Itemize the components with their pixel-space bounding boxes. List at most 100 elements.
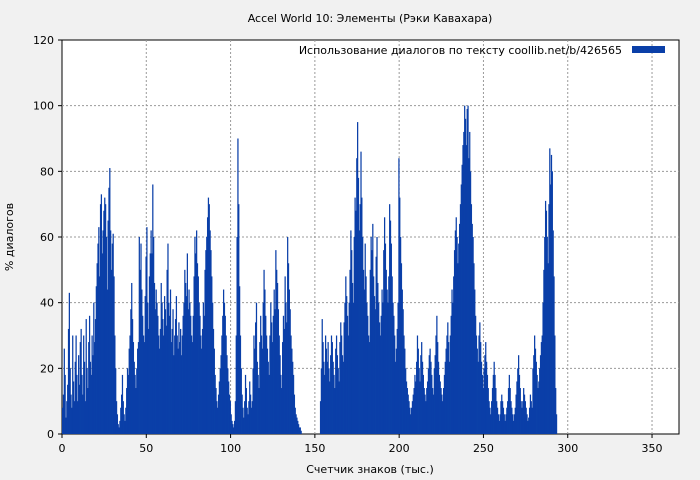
data-bar xyxy=(233,427,235,434)
data-bar xyxy=(268,374,270,434)
data-bar xyxy=(218,381,221,434)
data-bar xyxy=(464,118,467,435)
data-bar xyxy=(412,394,414,434)
data-bar xyxy=(324,374,326,434)
data-bar xyxy=(243,417,245,434)
data-bar xyxy=(489,407,491,434)
data-bar xyxy=(184,269,186,434)
data-bar xyxy=(341,335,343,434)
data-bar xyxy=(263,269,265,434)
x-tick-label: 200 xyxy=(389,442,410,455)
data-bar xyxy=(282,315,285,434)
data-bar xyxy=(291,348,293,434)
x-tick-label: 300 xyxy=(557,442,578,455)
data-bar xyxy=(409,407,411,434)
x-tick-label: 100 xyxy=(220,442,241,455)
data-bar xyxy=(357,122,359,434)
data-bar xyxy=(486,374,489,434)
data-bar xyxy=(547,263,549,434)
data-bar xyxy=(545,210,548,434)
data-bar xyxy=(104,197,106,434)
data-bar xyxy=(454,230,457,434)
data-bar xyxy=(553,276,555,434)
data-bar xyxy=(219,368,221,434)
data-bar xyxy=(118,427,120,434)
data-bar xyxy=(548,204,550,434)
data-bar xyxy=(495,388,497,434)
data-bar xyxy=(350,230,352,434)
data-bar xyxy=(107,220,109,434)
data-bar xyxy=(384,243,387,434)
data-bar xyxy=(262,302,264,434)
data-bar xyxy=(506,407,508,434)
data-bar xyxy=(341,355,344,434)
data-bar xyxy=(390,243,392,434)
data-bar xyxy=(228,394,231,434)
data-bar xyxy=(109,168,111,435)
data-bar xyxy=(194,237,196,434)
data-bar xyxy=(352,302,355,434)
data-bar xyxy=(379,335,382,434)
data-bar xyxy=(123,414,125,434)
data-bar xyxy=(466,108,468,434)
data-bar xyxy=(116,414,119,434)
data-bar xyxy=(383,250,385,434)
data-bar xyxy=(534,348,537,434)
data-bar xyxy=(74,361,76,434)
data-bar xyxy=(450,315,452,434)
data-bar xyxy=(434,355,436,434)
x-ticks: 0 50 100 150 200 250 300 350 xyxy=(59,434,663,455)
data-bar xyxy=(94,342,96,434)
data-bar xyxy=(201,348,203,434)
data-bar xyxy=(266,348,269,434)
data-bar xyxy=(259,342,261,434)
data-bar xyxy=(206,217,209,434)
data-bar xyxy=(360,151,362,434)
data-bar xyxy=(82,394,84,434)
data-bar xyxy=(224,315,226,434)
data-bar xyxy=(410,414,412,434)
data-bar xyxy=(430,361,432,434)
data-bar xyxy=(153,237,155,434)
data-bar xyxy=(250,407,253,434)
data-bar xyxy=(249,381,251,434)
data-bar xyxy=(282,342,284,434)
data-bar xyxy=(279,355,281,434)
data-bar xyxy=(334,388,336,434)
data-bar xyxy=(78,384,81,434)
data-bar xyxy=(114,335,116,434)
data-bar xyxy=(463,131,465,434)
data-bar xyxy=(370,237,372,434)
data-bar xyxy=(178,322,180,434)
data-bar xyxy=(154,309,156,434)
data-bar xyxy=(191,342,194,434)
data-bar xyxy=(235,335,237,434)
data-bar xyxy=(133,361,135,434)
data-bar xyxy=(115,401,118,434)
data-bar xyxy=(484,355,486,434)
data-bar xyxy=(438,374,441,434)
data-bar xyxy=(199,315,201,434)
data-bar xyxy=(472,237,474,434)
data-bar xyxy=(144,296,146,434)
data-bar xyxy=(146,227,148,434)
data-bar xyxy=(342,361,344,434)
data-bar xyxy=(525,407,527,434)
data-bar xyxy=(380,315,382,434)
data-bar xyxy=(414,374,416,434)
data-bar xyxy=(431,374,433,434)
data-bar xyxy=(115,368,117,434)
data-bar xyxy=(398,158,400,434)
x-tick-label: 150 xyxy=(304,442,325,455)
data-bar xyxy=(168,302,170,434)
data-bar xyxy=(469,131,471,434)
data-bar xyxy=(467,105,469,435)
data-bar xyxy=(320,368,323,434)
data-bar xyxy=(137,342,140,434)
data-bar xyxy=(442,388,445,434)
data-bar xyxy=(471,223,473,434)
data-bar xyxy=(157,315,159,434)
data-bar xyxy=(541,335,543,434)
data-bar xyxy=(222,315,224,434)
data-bar xyxy=(549,148,551,434)
